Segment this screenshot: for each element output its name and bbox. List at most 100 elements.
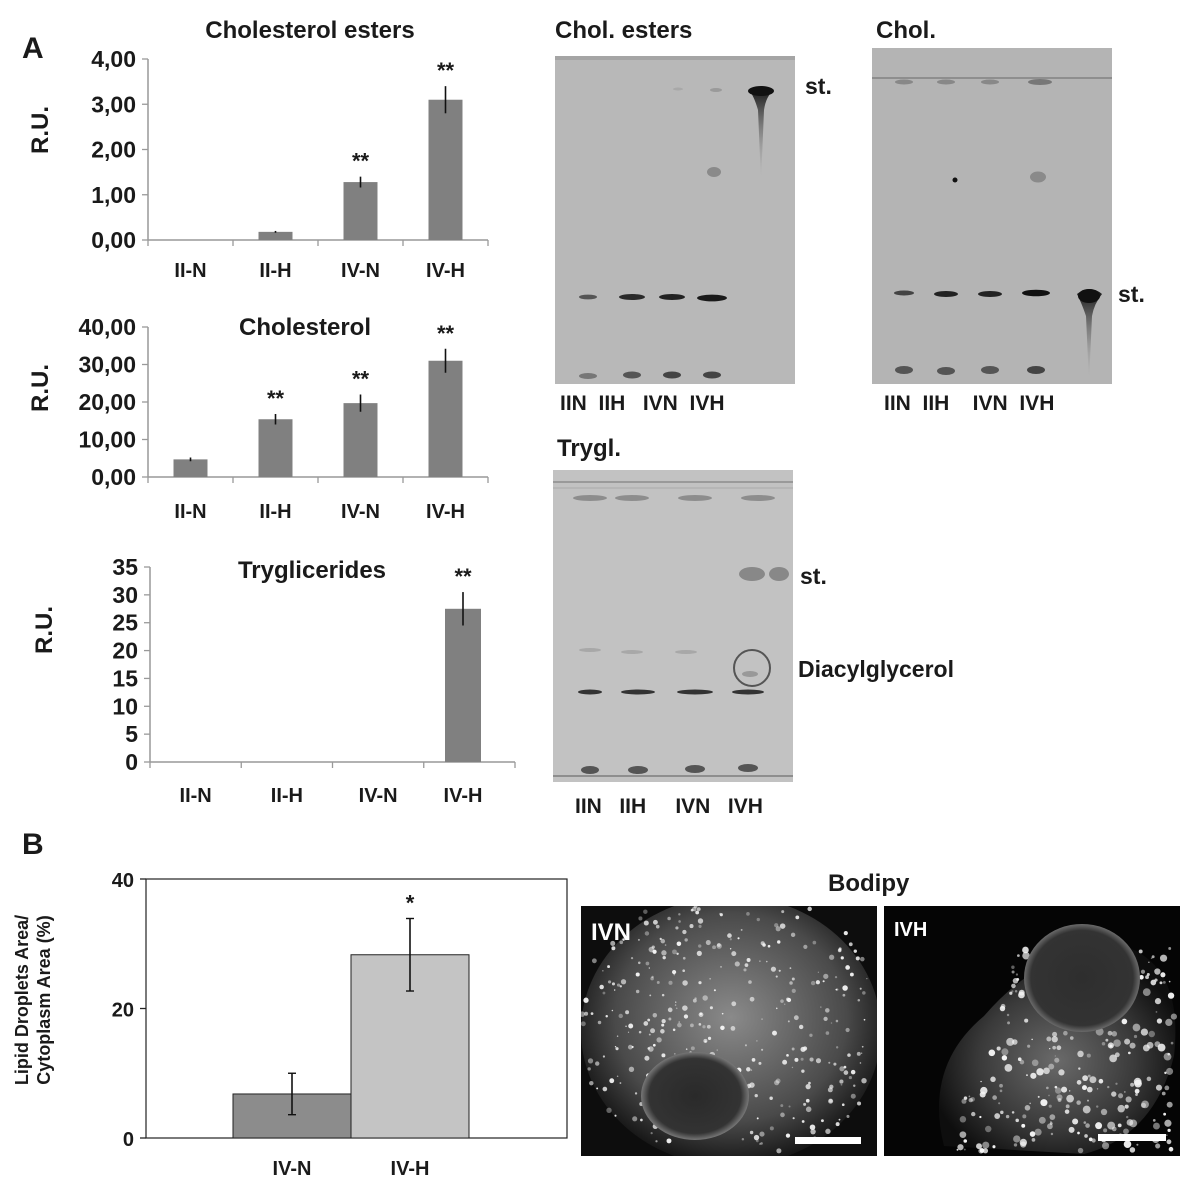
lipid-droplet: [672, 970, 677, 975]
lipid-droplet: [843, 931, 848, 936]
lipid-droplet: [674, 1053, 676, 1055]
lipid-droplet: [791, 1066, 794, 1069]
lipid-droplet: [650, 1132, 653, 1135]
lipid-droplet: [1153, 1122, 1160, 1130]
lipid-droplet: [1111, 1031, 1118, 1037]
lipid-droplet: [756, 917, 760, 922]
lipid-droplet: [675, 1001, 677, 1003]
lipid-droplet: [596, 1087, 599, 1090]
lipid-droplet: [1037, 1095, 1040, 1098]
lipid-droplet: [866, 977, 868, 980]
lipid-droplet: [1150, 979, 1157, 986]
lipid-droplet: [635, 989, 640, 994]
tlc-trygl-lanes: IIN IIH IVN IVH: [575, 795, 763, 818]
lipid-droplet: [774, 923, 779, 928]
tlc-trygl-std: st.: [800, 563, 827, 589]
lipid-droplet: [638, 961, 641, 965]
lipid-droplet: [1020, 1141, 1027, 1148]
lipid-droplet: [1054, 1055, 1056, 1057]
lipid-droplet: [1164, 1085, 1170, 1091]
lipid-droplet: [988, 1049, 996, 1057]
lipid-droplet: [1061, 1086, 1068, 1093]
lipid-droplet: [770, 966, 777, 972]
lipid-droplet: [1170, 1013, 1177, 1020]
lipid-droplet: [1015, 973, 1019, 976]
lipid-droplet: [1145, 975, 1149, 980]
lipid-droplet: [744, 1044, 747, 1047]
lipid-droplet: [857, 999, 861, 1002]
lipid-droplet: [1086, 1053, 1091, 1058]
lipid-droplet: [1000, 1110, 1004, 1115]
lipid-droplet: [754, 1093, 758, 1098]
lipid-droplet: [756, 1117, 759, 1120]
lipid-droplet: [1000, 1003, 1006, 1009]
y-tick-label: 25: [112, 610, 138, 636]
x-category-label: II-N: [174, 501, 206, 523]
lipid-droplet: [647, 1018, 651, 1022]
lipid-droplet: [1102, 1142, 1110, 1150]
lipid-droplet: [1046, 1086, 1049, 1090]
lipid-droplet: [1056, 1045, 1062, 1051]
lipid-droplet: [696, 907, 701, 911]
lipid-droplet: [1155, 1143, 1161, 1149]
lipid-droplet: [1095, 1122, 1103, 1130]
lipid-droplet: [1134, 1088, 1140, 1094]
lipid-droplet: [682, 969, 686, 973]
lipid-droplet: [729, 938, 732, 941]
lipid-droplet: [1146, 973, 1150, 977]
plate-trygl: [553, 470, 793, 782]
y-axis-label: Cytoplasm Area (%): [34, 915, 54, 1084]
lipid-droplet: [1155, 1011, 1158, 1013]
lipid-droplet: [737, 937, 740, 940]
lipid-droplet: [1160, 972, 1166, 978]
lipid-droplet: [643, 920, 649, 926]
lipid-droplet: [1103, 1128, 1108, 1133]
lipid-droplet: [1012, 1039, 1018, 1045]
lipid-droplet: [611, 1009, 614, 1012]
bar-ii-h: [258, 231, 293, 240]
lipid-droplet: [587, 1067, 591, 1071]
bar-iv-n: [343, 182, 378, 240]
lipid-droplet: [648, 1033, 651, 1036]
lipid-droplet: [956, 1148, 959, 1151]
lipid-droplet: [1146, 1076, 1152, 1082]
lipid-droplet: [1142, 1044, 1150, 1052]
lipid-droplet: [815, 980, 820, 985]
lipid-droplet: [1142, 988, 1151, 996]
lipid-droplet: [675, 1007, 678, 1010]
lipid-droplet: [750, 1069, 753, 1071]
lipid-droplet: [1013, 1143, 1018, 1147]
lipid-droplet: [595, 1061, 600, 1066]
lipid-droplet: [698, 1023, 702, 1026]
lipid-droplet: [1034, 1128, 1042, 1136]
nucleus-ivh: [1024, 924, 1140, 1032]
lipid-droplet: [980, 1080, 982, 1083]
lipid-droplet: [835, 1122, 840, 1127]
bar-iv-n: [343, 403, 378, 477]
lipid-droplet: [776, 1148, 782, 1154]
bodipy-label-ivn: IVN: [591, 919, 631, 946]
bodipy-title: Bodipy: [828, 870, 910, 897]
lipid-droplet: [803, 944, 808, 949]
lipid-droplet: [850, 1069, 856, 1075]
lipid-droplet: [1088, 1137, 1093, 1142]
lipid-droplet: [838, 948, 842, 952]
tlc-esters-std: st.: [805, 73, 832, 99]
lipid-droplet: [845, 1027, 850, 1033]
lipid-droplet: [853, 949, 857, 953]
lipid-droplet: [963, 1096, 968, 1100]
lipid-droplet: [776, 1007, 778, 1010]
lipid-droplet: [1157, 1043, 1166, 1052]
lipid-droplet: [847, 1053, 851, 1057]
lipid-droplet: [835, 1046, 839, 1049]
lipid-droplet: [647, 1047, 651, 1050]
tlc-trygl-title: Trygl.: [557, 435, 621, 462]
lipid-droplet: [1167, 992, 1175, 999]
lipid-droplet: [792, 1117, 795, 1120]
lipid-droplet: [632, 1116, 638, 1122]
lipid-droplet: [971, 1111, 976, 1117]
lipid-droplet: [1162, 980, 1166, 984]
lipid-droplet: [1011, 990, 1014, 993]
lipid-droplet: [587, 1058, 594, 1064]
lipid-droplet: [685, 1048, 688, 1050]
